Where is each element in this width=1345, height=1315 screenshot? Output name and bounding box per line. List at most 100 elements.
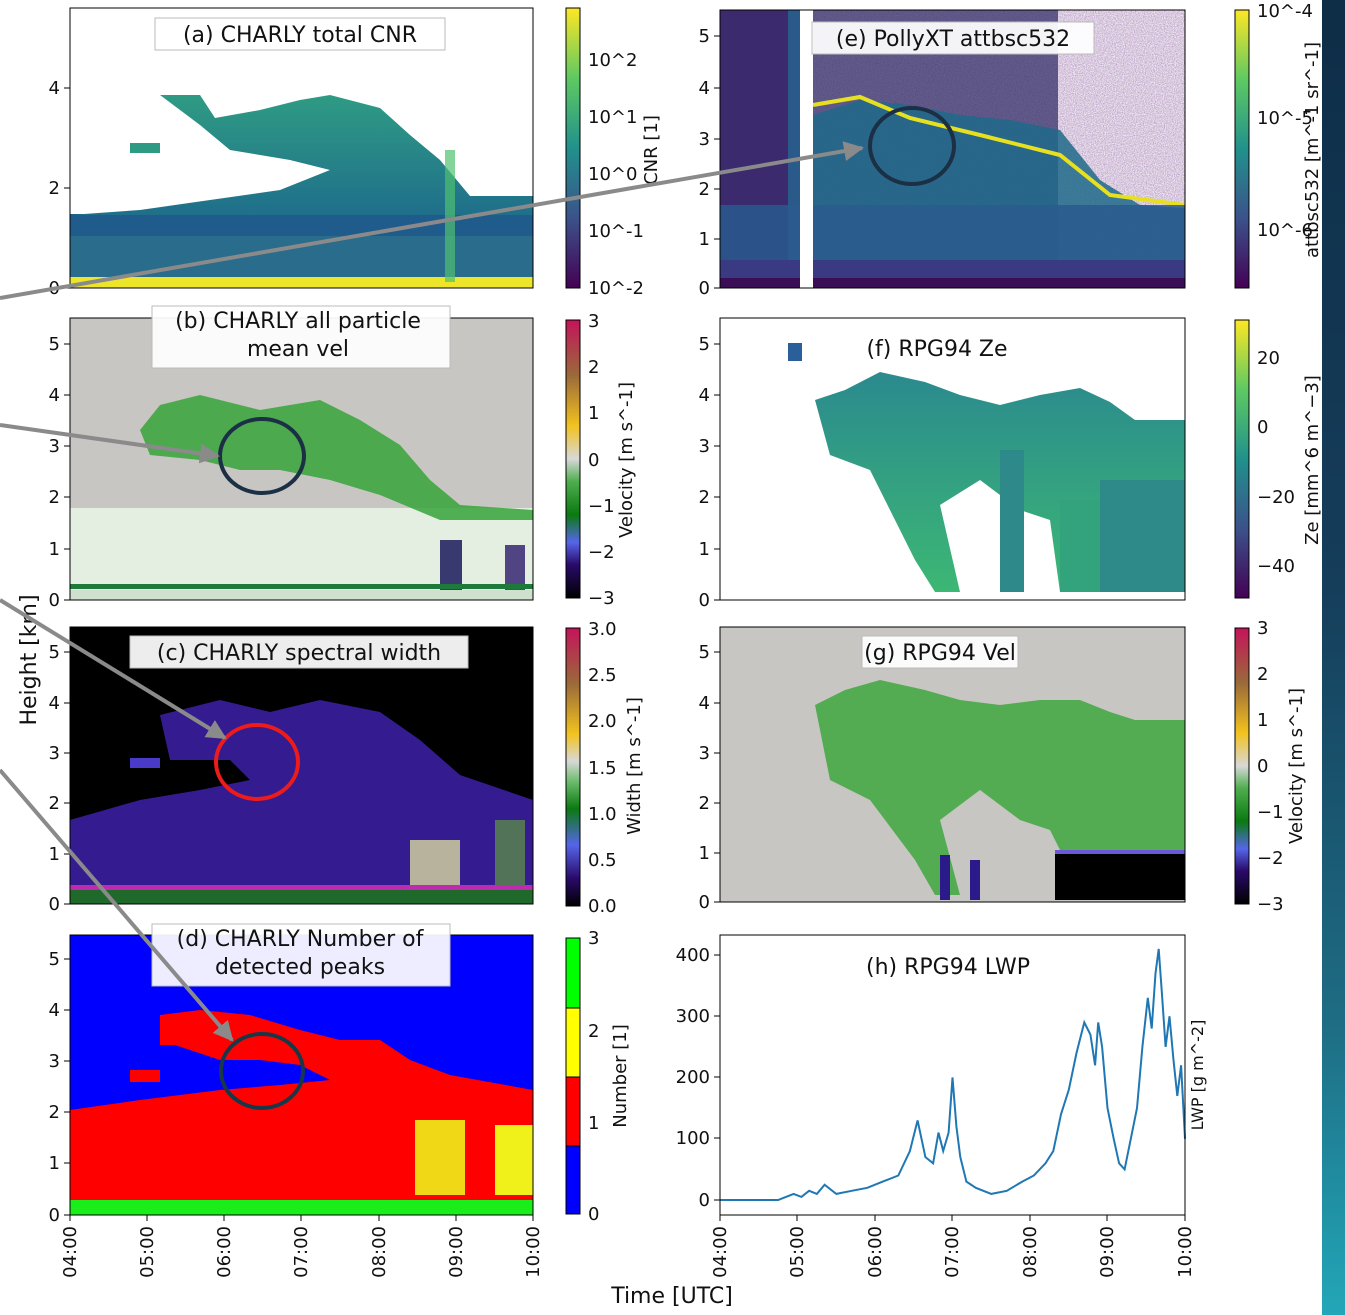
cbar-tick: 0 <box>588 1204 599 1225</box>
cbar-label: Number [1] <box>610 1024 631 1128</box>
ytick: 1 <box>699 539 710 560</box>
ytick: 1 <box>49 844 60 865</box>
arrow-to-panel-b <box>0 423 220 464</box>
cbar-tick: 1 <box>588 1113 599 1134</box>
cbar-tick: 1.5 <box>588 758 617 779</box>
ytick: 5 <box>49 334 60 355</box>
cbar-tick: −2 <box>1257 848 1284 869</box>
panel-f: (f) RPG94 Ze 0 1 2 3 4 5 −40 −20 0 20 Ze… <box>699 317 1323 611</box>
ytick: 300 <box>676 1006 710 1027</box>
xtick: 09:00 <box>446 1226 467 1278</box>
ytick: 0 <box>49 894 60 915</box>
panel-d-title-line1: (d) CHARLY Number of <box>177 927 425 952</box>
panel-h-title: (h) RPG94 LWP <box>866 955 1030 980</box>
cbar-tick: 10^-2 <box>588 278 644 299</box>
cbar-tick: 1 <box>1257 710 1268 731</box>
cbar-label: Width [m s^-1] <box>624 697 645 835</box>
cbar-tick: 0 <box>1257 756 1268 777</box>
panel-e-yticks: 0 1 2 3 4 5 <box>699 26 720 299</box>
ytick: 2 <box>49 178 60 199</box>
panel-f-title: (f) RPG94 Ze <box>866 337 1007 362</box>
xtick: 05:00 <box>787 1226 808 1278</box>
decorative-side-bar <box>1322 0 1345 1315</box>
ytick: 3 <box>699 743 710 764</box>
cbar-label: Velocity [m s^-1] <box>616 382 637 538</box>
highlight-circle <box>219 1032 305 1110</box>
highlight-circle <box>218 417 306 495</box>
ytick: 4 <box>699 693 710 714</box>
ytick: 0 <box>699 1190 710 1211</box>
ytick: 5 <box>699 642 710 663</box>
cbar-tick: 10^2 <box>588 50 637 71</box>
cbar-tick: 0 <box>1257 417 1268 438</box>
ytick: 2 <box>699 487 710 508</box>
cbar-tick: 3 <box>1257 618 1268 639</box>
panel-a-yticks: 0 2 4 <box>49 78 70 299</box>
panel-h-yticks: 0 100 200 300 400 <box>676 945 720 1211</box>
panel-d-title-line2: detected peaks <box>215 955 385 980</box>
cbar-tick: 0 <box>588 450 599 471</box>
panel-c-yticks: 0 1 2 3 4 5 <box>49 642 70 915</box>
panel-b-colorbar: −3 −2 −1 0 1 2 3 Velocity [m s^-1] <box>565 311 637 609</box>
panel-d-yticks: 0 1 2 3 4 5 <box>49 949 70 1226</box>
cbar-tick: −1 <box>1257 802 1284 823</box>
ytick: 4 <box>49 385 60 406</box>
cbar-tick: 10^-6 <box>1257 220 1313 241</box>
lwp-series-line <box>720 948 1186 1201</box>
panel-e-colorbar: 10^-6 10^-5 10^-4 attbsc532 [m^-1 sr^-1] <box>1234 1 1323 289</box>
xtick: 04:00 <box>60 1226 81 1278</box>
xtick: 08:00 <box>369 1226 390 1278</box>
ytick: 0 <box>49 1205 60 1226</box>
panel-a-colorbar: 10^-2 10^-1 10^0 10^1 10^2 CNR [1] <box>565 7 662 299</box>
ytick: 2 <box>699 793 710 814</box>
cbar-tick: 10^1 <box>588 107 637 128</box>
panel-h: (h) RPG94 LWP 0 100 200 300 400 LWP [g m… <box>676 934 1207 1278</box>
panel-a: (a) CHARLY total CNR 0 2 4 10^-2 10^-1 1… <box>49 7 662 299</box>
cbar-tick: −2 <box>588 542 615 563</box>
ytick: 4 <box>49 1000 60 1021</box>
ytick: 5 <box>699 26 710 47</box>
cloud-layer <box>70 95 533 215</box>
ytick: 2 <box>49 793 60 814</box>
panel-d: (d) CHARLY Number of detected peaks 0 1 … <box>49 923 631 1278</box>
ytick: 400 <box>676 945 710 966</box>
annotation-arrows <box>0 141 864 1042</box>
left-time-axis: 04:00 05:00 06:00 07:00 08:00 09:00 10:0… <box>60 1215 544 1278</box>
panel-c: (c) CHARLY spectral width 0 1 2 3 4 5 0.… <box>49 619 645 917</box>
ytick: 2 <box>49 1102 60 1123</box>
panel-f-colorbar: −40 −20 0 20 Ze [mm^6 m^−3] <box>1234 319 1323 599</box>
panel-h-ylabel: LWP [g m^-2] <box>1188 1020 1207 1131</box>
xtick: 07:00 <box>942 1226 963 1278</box>
xtick: 10:00 <box>1175 1226 1196 1278</box>
ytick: 5 <box>699 334 710 355</box>
cbar-tick: 10^0 <box>588 164 637 185</box>
ytick: 4 <box>699 78 710 99</box>
ytick: 5 <box>49 642 60 663</box>
cbar-tick: 3.0 <box>588 619 617 640</box>
cbar-tick: 10^-5 <box>1257 108 1313 129</box>
panel-g: (g) RPG94 Vel 0 1 2 3 4 5 −3 −2 −1 0 1 2… <box>699 618 1307 915</box>
panel-d-colorbar: 0 1 2 3 Number [1] <box>565 928 631 1225</box>
ytick: 1 <box>49 1153 60 1174</box>
ytick: 4 <box>49 78 60 99</box>
xtick: 06:00 <box>214 1226 235 1278</box>
cbar-tick: 3 <box>588 928 599 949</box>
ytick: 3 <box>49 1051 60 1072</box>
panel-b-yticks: 0 1 2 3 4 5 <box>49 334 70 611</box>
cbar-label: attbsc532 [m^-1 sr^-1] <box>1302 42 1323 258</box>
cbar-tick: 20 <box>1257 348 1280 369</box>
cloud-layer <box>815 680 1185 895</box>
shared-xlabel: Time [UTC] <box>610 1284 733 1309</box>
ytick: 3 <box>699 436 710 457</box>
arrow-to-panel-d <box>0 768 234 1042</box>
cbar-tick: −1 <box>588 496 615 517</box>
cbar-tick: −20 <box>1257 487 1295 508</box>
cbar-label: Ze [mm^6 m^−3] <box>1302 375 1323 545</box>
panel-g-yticks: 0 1 2 3 4 5 <box>699 642 720 913</box>
ytick: 2 <box>49 487 60 508</box>
ytick: 3 <box>699 129 710 150</box>
cbar-label: Velocity [m s^-1] <box>1286 688 1307 844</box>
ytick: 2 <box>699 179 710 200</box>
panel-c-title: (c) CHARLY spectral width <box>157 641 441 666</box>
ytick: 100 <box>676 1128 710 1149</box>
